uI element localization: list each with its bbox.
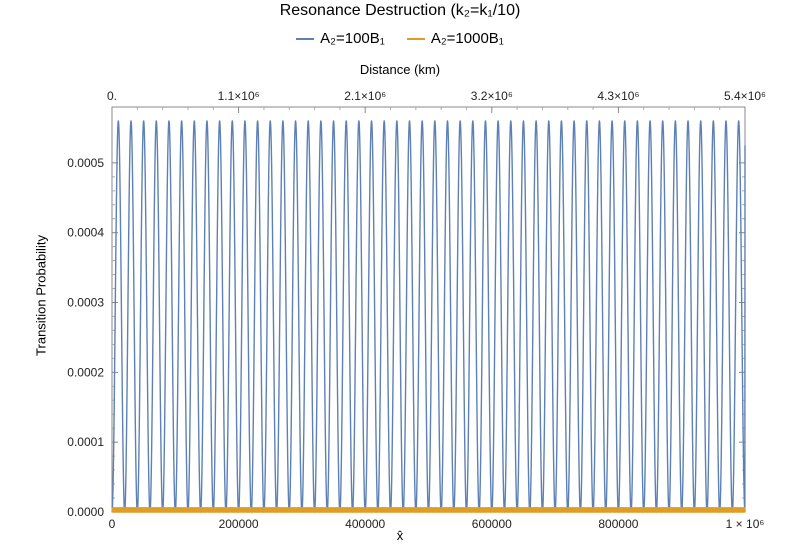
x-tick-label: 200000 — [219, 517, 259, 531]
x-tick-label: 400000 — [345, 517, 385, 531]
top-tick-label: 4.3×10⁶ — [597, 89, 639, 103]
series-line-2 — [111, 507, 746, 513]
legend-label-series-2: A₂=1000B₁ — [430, 30, 504, 47]
y-tick-label: 0.0002 — [67, 365, 104, 379]
legend-swatch-series-1 — [296, 37, 315, 40]
y-tick-label: 0.0005 — [67, 156, 104, 170]
y-tick-label: 0.0003 — [67, 296, 104, 310]
x-tick-label: 600000 — [472, 517, 512, 531]
legend-item-series-2: A₂=1000B₁ — [406, 30, 504, 47]
top-axis-title: Distance (km) — [359, 62, 441, 77]
x-axis-title: x̂ — [396, 528, 404, 543]
x-tick-label: 800000 — [598, 517, 638, 531]
top-tick-label: 3.2×10⁶ — [471, 89, 513, 103]
legend-swatch-series-2 — [406, 37, 425, 40]
chart-title: Resonance Destruction (k₂=k₁/10) — [279, 2, 521, 19]
x-tick-label: 1 × 10⁶ — [726, 517, 765, 531]
y-tick-label: 0.0001 — [67, 435, 104, 449]
legend: A₂=100B₁ A₂=1000B₁ — [0, 30, 800, 47]
top-tick-label: 2.1×10⁶ — [344, 89, 386, 103]
y-tick-label: 0.0004 — [67, 226, 104, 240]
top-tick-label: 1.1×10⁶ — [218, 89, 260, 103]
series-line-1 — [111, 120, 746, 513]
top-tick-label: 5.4×10⁶ — [724, 89, 766, 103]
legend-label-series-1: A₂=100B₁ — [320, 30, 385, 47]
legend-item-series-1: A₂=100B₁ — [296, 30, 385, 47]
plot-frame — [111, 106, 746, 513]
x-tick-label: 0 — [109, 517, 116, 531]
y-tick-label: 0.0000 — [67, 505, 104, 519]
top-tick-label: 0. — [107, 89, 117, 103]
